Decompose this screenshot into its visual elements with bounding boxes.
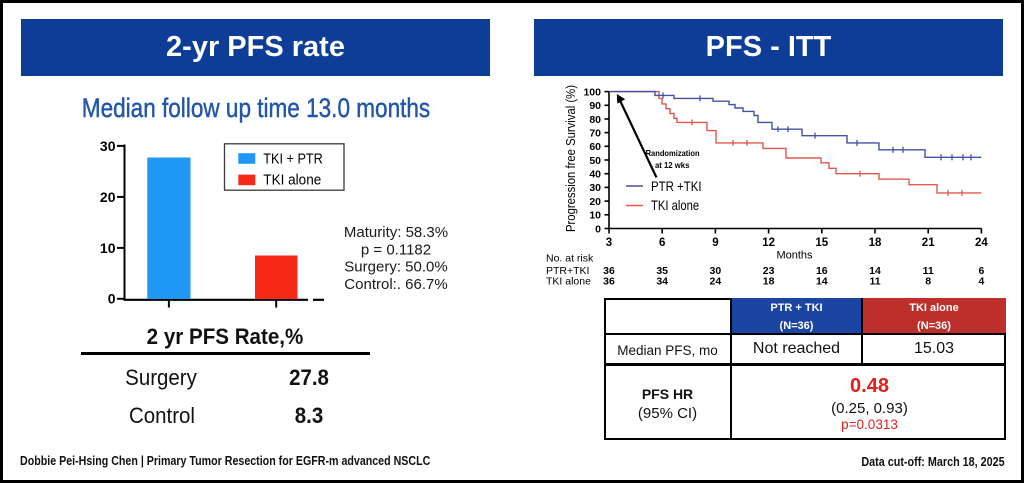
svg-text:24: 24	[710, 276, 722, 288]
svg-text:No. at risk: No. at risk	[546, 253, 594, 265]
svg-text:6: 6	[659, 237, 665, 249]
svg-text:36: 36	[603, 276, 615, 288]
svg-text:4: 4	[978, 276, 984, 288]
svg-text:Months: Months	[776, 250, 813, 262]
svg-text:8: 8	[925, 276, 931, 288]
svg-text:11: 11	[869, 276, 880, 288]
svg-text:16: 16	[816, 265, 828, 277]
svg-text:0: 0	[595, 223, 601, 235]
svg-text:90: 90	[589, 100, 601, 112]
svg-text:40: 40	[589, 169, 601, 181]
svg-text:p = 0.1182: p = 0.1182	[361, 241, 431, 258]
svg-text:TKI alone: TKI alone	[651, 197, 699, 213]
svg-text:18: 18	[763, 276, 775, 288]
svg-text:70: 70	[589, 127, 601, 139]
svg-text:11: 11	[923, 265, 934, 277]
svg-text:10: 10	[100, 240, 116, 256]
svg-text:50: 50	[589, 155, 601, 167]
svg-text:21: 21	[922, 237, 935, 249]
svg-text:100: 100	[583, 86, 601, 98]
svg-text:Surgery: 50.0%: Surgery: 50.0%	[344, 259, 447, 276]
svg-text:24: 24	[975, 237, 988, 249]
svg-text:TKI alone: TKI alone	[546, 276, 591, 288]
svg-text:Control:. 66.7%: Control:. 66.7%	[344, 276, 447, 293]
svg-text:TKI alone: TKI alone	[263, 173, 321, 189]
svg-text:15: 15	[815, 237, 828, 249]
svg-text:18: 18	[869, 237, 882, 249]
svg-text:Maturity: 58.3%: Maturity: 58.3%	[344, 224, 448, 241]
svg-text:30: 30	[589, 182, 601, 194]
svg-text:PTR +TKI: PTR +TKI	[651, 178, 702, 194]
svg-text:0: 0	[108, 291, 116, 307]
svg-text:9: 9	[712, 237, 718, 249]
svg-text:20: 20	[100, 189, 116, 205]
svg-text:35: 35	[656, 265, 668, 277]
svg-text:34: 34	[656, 276, 668, 288]
svg-text:3: 3	[606, 237, 612, 249]
svg-text:12: 12	[762, 237, 775, 249]
svg-text:6: 6	[978, 265, 984, 277]
svg-text:36: 36	[603, 265, 615, 277]
svg-text:23: 23	[763, 265, 775, 277]
svg-text:PTR+TKI: PTR+TKI	[546, 265, 589, 277]
svg-text:10: 10	[589, 210, 601, 222]
svg-text:Randomization: Randomization	[646, 148, 700, 158]
svg-text:at 12 wks: at 12 wks	[655, 160, 690, 170]
svg-text:80: 80	[589, 114, 601, 126]
svg-text:14: 14	[869, 265, 881, 277]
svg-text:Progression free Survival (%): Progression free Survival (%)	[563, 85, 578, 232]
svg-text:60: 60	[589, 141, 601, 153]
svg-text:30: 30	[710, 265, 722, 277]
svg-text:20: 20	[589, 196, 601, 208]
svg-text:TKI + PTR: TKI + PTR	[263, 151, 323, 167]
svg-text:30: 30	[100, 138, 116, 154]
svg-text:14: 14	[816, 276, 828, 288]
